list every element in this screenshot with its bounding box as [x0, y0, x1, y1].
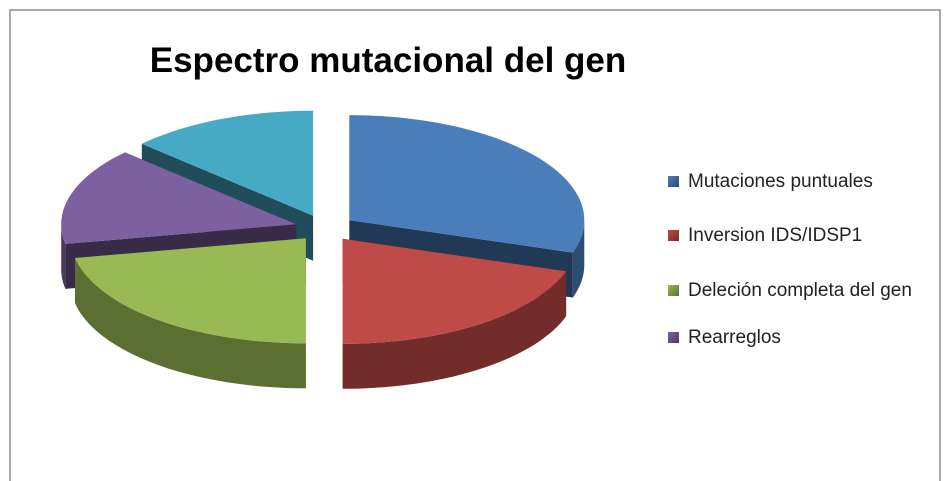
slice-side	[572, 220, 585, 298]
slice-top	[349, 115, 585, 253]
legend-label: Inversion IDS/IDSP1	[688, 225, 863, 246]
legend-item: Inversion IDS/IDSP1	[668, 222, 938, 249]
slice-top	[61, 152, 297, 244]
slice-side	[75, 258, 306, 389]
slice-top	[75, 238, 306, 344]
legend-label: Mutaciones puntuales	[688, 171, 873, 192]
legend-swatch	[668, 285, 679, 296]
legend-label: Deleción completa del gen	[688, 280, 912, 301]
legend-item: Rearreglos	[668, 324, 938, 351]
legend: Mutaciones puntuales Inversion IDS/IDSP1 D…	[668, 168, 938, 351]
legend-item: Mutaciones puntuales	[668, 168, 938, 195]
pie-slice	[75, 238, 306, 389]
legend-swatch	[668, 176, 679, 187]
slice-top	[342, 238, 567, 344]
legend-label: Rearreglos	[688, 327, 781, 348]
legend-swatch	[668, 332, 679, 343]
legend-item: Deleción completa del gen	[668, 277, 938, 304]
chart-frame	[9, 9, 941, 481]
slice-side	[61, 224, 66, 289]
chart-title: Espectro mutacional del gen	[150, 41, 627, 80]
legend-swatch	[668, 230, 679, 241]
pie-slice	[342, 238, 567, 389]
slice-top	[141, 110, 314, 216]
slice-side	[342, 271, 567, 389]
